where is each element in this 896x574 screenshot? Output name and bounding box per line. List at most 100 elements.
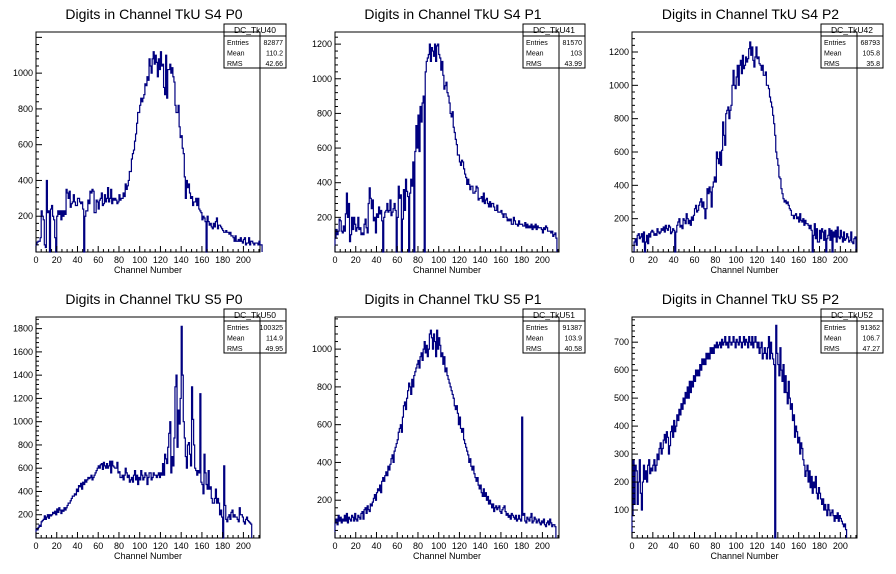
x-tick-label: 80 xyxy=(413,255,423,265)
x-axis-label: Channel Number xyxy=(114,551,182,561)
x-tick-label: 20 xyxy=(351,255,361,265)
stats-mean-label: Mean xyxy=(824,51,842,58)
histogram-series xyxy=(631,324,848,539)
chart-title: Digits in Channel TkU S4 P2 xyxy=(662,6,839,22)
stats-rms-value: 40.58 xyxy=(564,346,582,353)
y-tick-label: 1600 xyxy=(13,347,33,357)
x-tick-label: 120 xyxy=(452,255,467,265)
stats-box xyxy=(522,23,586,69)
x-tick-label: 0 xyxy=(332,541,337,551)
histogram-series xyxy=(632,41,857,253)
x-axis-label: Channel Number xyxy=(413,551,481,561)
stats-mean-value: 105.8 xyxy=(862,51,880,58)
stats-box-frame xyxy=(223,308,287,354)
y-tick-label: 1000 xyxy=(312,344,332,354)
x-tick-label: 180 xyxy=(514,541,529,551)
stats-mean-label: Mean xyxy=(526,51,544,58)
x-tick-label: 60 xyxy=(93,255,103,265)
histogram-panel-s4-p0: Digits in Channel TkU S4 P0 Channel Numb… xyxy=(13,6,287,275)
chart-title: Digits in Channel TkU S5 P0 xyxy=(65,291,242,307)
stats-rms-label: RMS xyxy=(526,61,542,68)
stats-rms-value: 43.99 xyxy=(564,61,582,68)
x-tick-label: 140 xyxy=(770,255,785,265)
x-tick-label: 0 xyxy=(33,541,38,551)
stats-box-name: DC_TkU52 xyxy=(831,310,873,320)
stats-entries-value: 81570 xyxy=(563,40,583,47)
x-tick-label: 40 xyxy=(371,255,381,265)
x-tick-label: 40 xyxy=(72,541,82,551)
y-tick-label: 200 xyxy=(18,510,33,520)
stats-mean-label: Mean xyxy=(526,336,544,343)
stats-entries-label: Entries xyxy=(824,40,846,47)
x-tick-label: 200 xyxy=(833,255,848,265)
y-tick-label: 200 xyxy=(614,477,629,487)
x-tick-label: 140 xyxy=(473,255,488,265)
y-tick-label: 400 xyxy=(614,180,629,190)
x-tick-label: 160 xyxy=(791,255,806,265)
histogram-panel-s4-p1: Digits in Channel TkU S4 P1 Channel Numb… xyxy=(312,6,586,275)
x-tick-label: 60 xyxy=(689,255,699,265)
x-tick-label: 180 xyxy=(514,255,529,265)
stats-box-frame xyxy=(820,308,884,354)
y-tick-label: 1200 xyxy=(312,39,332,49)
x-tick-label: 120 xyxy=(749,255,764,265)
stats-rms-label: RMS xyxy=(227,346,243,353)
x-tick-label: 200 xyxy=(535,255,550,265)
x-tick-label: 140 xyxy=(174,541,189,551)
x-tick-label: 100 xyxy=(431,255,446,265)
y-tick-label: 600 xyxy=(614,365,629,375)
y-tick-label: 1000 xyxy=(312,74,332,84)
stats-entries-value: 82877 xyxy=(264,40,284,47)
x-tick-label: 160 xyxy=(493,255,508,265)
x-tick-label: 120 xyxy=(153,255,168,265)
y-tick-label: 400 xyxy=(18,486,33,496)
x-tick-label: 80 xyxy=(114,255,124,265)
x-tick-label: 180 xyxy=(215,541,230,551)
x-tick-label: 180 xyxy=(812,541,827,551)
stats-mean-value: 103 xyxy=(570,51,582,58)
y-tick-label: 200 xyxy=(317,212,332,222)
stats-rms-label: RMS xyxy=(824,346,840,353)
stats-box-frame xyxy=(820,23,884,69)
stats-entries-label: Entries xyxy=(526,40,548,47)
x-tick-label: 20 xyxy=(648,541,658,551)
x-tick-label: 80 xyxy=(413,541,423,551)
y-tick-label: 1400 xyxy=(13,370,33,380)
stats-mean-value: 106.7 xyxy=(862,336,880,343)
y-tick-label: 200 xyxy=(614,214,629,224)
stats-rms-label: RMS xyxy=(824,61,840,68)
stats-box-name: DC_TkU41 xyxy=(533,25,575,35)
stats-mean-label: Mean xyxy=(824,336,842,343)
y-tick-label: 400 xyxy=(317,178,332,188)
histogram-panel-s5-p1: Digits in Channel TkU S5 P1 Channel Numb… xyxy=(312,291,586,561)
y-tick-label: 1200 xyxy=(13,393,33,403)
stats-box xyxy=(820,308,884,354)
y-tick-label: 400 xyxy=(18,175,33,185)
y-tick-label: 300 xyxy=(614,449,629,459)
x-tick-label: 200 xyxy=(236,541,251,551)
y-tick-label: 800 xyxy=(18,104,33,114)
plot-frame xyxy=(631,316,858,539)
y-tick-label: 1000 xyxy=(609,80,629,90)
x-tick-label: 20 xyxy=(52,541,62,551)
x-tick-label: 180 xyxy=(215,255,230,265)
stats-rms-value: 35.8 xyxy=(866,61,880,68)
x-tick-label: 140 xyxy=(473,541,488,551)
x-tick-label: 20 xyxy=(52,255,62,265)
stats-rms-value: 42.66 xyxy=(265,61,283,68)
x-tick-label: 100 xyxy=(729,255,744,265)
plot-frame xyxy=(334,31,560,253)
x-tick-label: 20 xyxy=(648,255,658,265)
stats-entries-label: Entries xyxy=(824,325,846,332)
plot-frame xyxy=(35,31,261,253)
y-tick-label: 400 xyxy=(317,457,332,467)
x-tick-label: 120 xyxy=(452,541,467,551)
x-tick-label: 0 xyxy=(629,541,634,551)
x-tick-label: 160 xyxy=(493,541,508,551)
x-tick-label: 100 xyxy=(132,541,147,551)
stats-rms-label: RMS xyxy=(227,61,243,68)
y-tick-label: 1200 xyxy=(609,47,629,57)
stats-rms-value: 47.27 xyxy=(862,346,880,353)
stats-mean-label: Mean xyxy=(227,51,245,58)
y-tick-label: 600 xyxy=(614,147,629,157)
